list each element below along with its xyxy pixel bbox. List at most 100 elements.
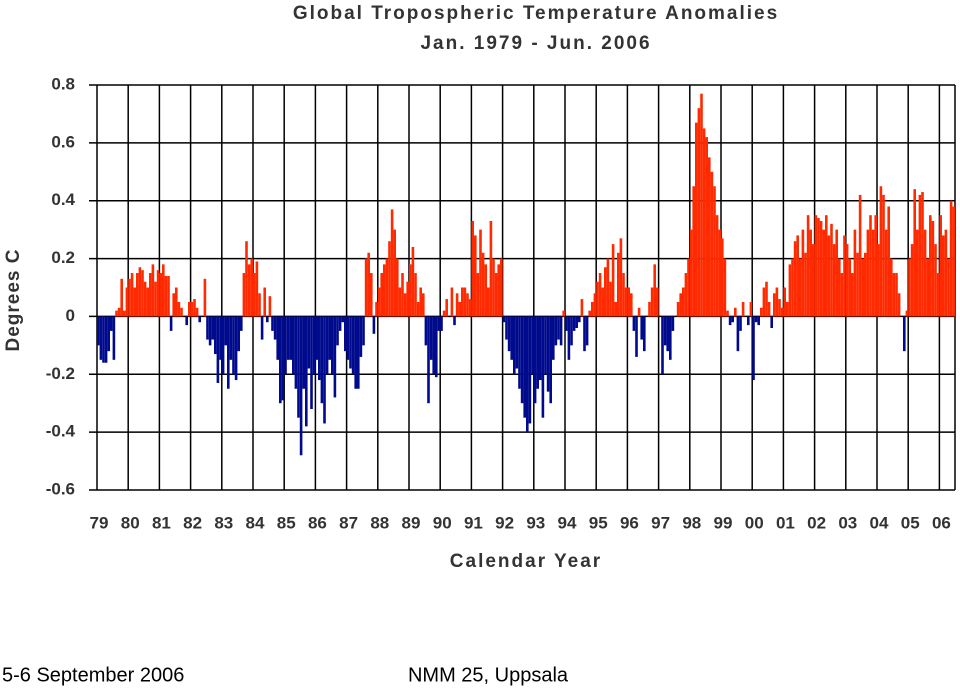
bar [897,293,901,317]
bar [429,316,433,360]
bar [630,293,633,317]
bar [936,273,940,317]
bar [609,281,612,317]
bar [128,278,131,317]
bar [307,316,311,369]
bar [606,258,610,317]
bar [359,316,363,357]
bar [507,316,511,352]
bar [492,258,495,317]
bar [549,316,552,404]
bar [908,258,911,317]
bar [453,316,456,326]
bar [801,229,805,317]
bar [910,244,914,317]
bar [279,316,282,404]
bar [518,316,521,389]
bar [302,316,305,389]
bar [903,316,906,352]
bar [364,258,368,317]
bar [604,267,607,317]
bar [328,316,331,360]
bar [799,258,802,317]
bar [292,316,295,375]
bar [671,316,675,331]
bar [877,244,880,317]
y-tick-label: -0.2 [46,364,75,383]
bar [700,93,703,317]
bar [232,316,235,375]
bar [825,215,828,317]
bar [383,264,386,317]
bar [125,287,129,317]
bar [130,273,134,317]
bar [812,244,815,317]
x-tick-label: 01 [776,513,795,532]
bar [422,293,425,317]
x-tick-label: 04 [870,513,889,532]
bar [666,316,669,352]
bar [234,316,238,381]
bar [747,316,750,326]
bar [757,316,760,326]
bar [133,287,136,317]
bar [136,273,139,317]
bar [726,310,729,317]
bar [432,316,435,375]
bar [146,287,149,317]
bar [856,252,859,317]
bar [533,316,537,404]
bar [227,316,230,389]
bar [479,229,482,317]
bar [643,316,646,352]
bar [570,316,573,346]
bar [154,281,157,317]
bar [331,316,334,375]
bar [258,293,261,317]
bar [510,316,513,360]
bar [211,316,214,340]
x-tick-label: 85 [277,513,296,532]
bar [773,293,776,317]
bar [380,273,383,317]
bar [661,316,664,375]
bar [929,215,932,317]
bar [372,316,376,334]
bar [617,252,620,317]
bar [333,316,337,398]
bar [575,316,578,328]
bar [838,258,841,317]
bar [112,316,116,360]
bar [596,281,599,317]
bar [341,316,344,323]
bar [203,278,207,317]
bar [354,316,357,389]
bar [221,316,225,375]
bar [715,215,719,317]
bar [806,215,810,317]
bar [861,258,864,317]
bar [705,137,708,317]
bar [884,229,888,317]
bar [874,215,877,317]
bar [734,307,737,317]
bar [588,310,591,317]
bar [416,301,420,317]
x-tick-label: 03 [838,513,857,532]
bar [578,316,581,323]
bar [895,273,898,317]
bar [682,287,685,317]
x-tick-label: 87 [339,513,358,532]
bar [208,316,212,346]
bar [585,316,589,346]
bar [458,301,461,317]
bar [466,293,469,317]
x-tick-label: 06 [932,513,951,532]
chart-subtitle: Jan. 1979 - Jun. 2006 [420,33,651,54]
bar [97,316,100,346]
bar [149,273,152,317]
bar [463,287,467,317]
bar [934,244,937,317]
bar [840,273,844,317]
